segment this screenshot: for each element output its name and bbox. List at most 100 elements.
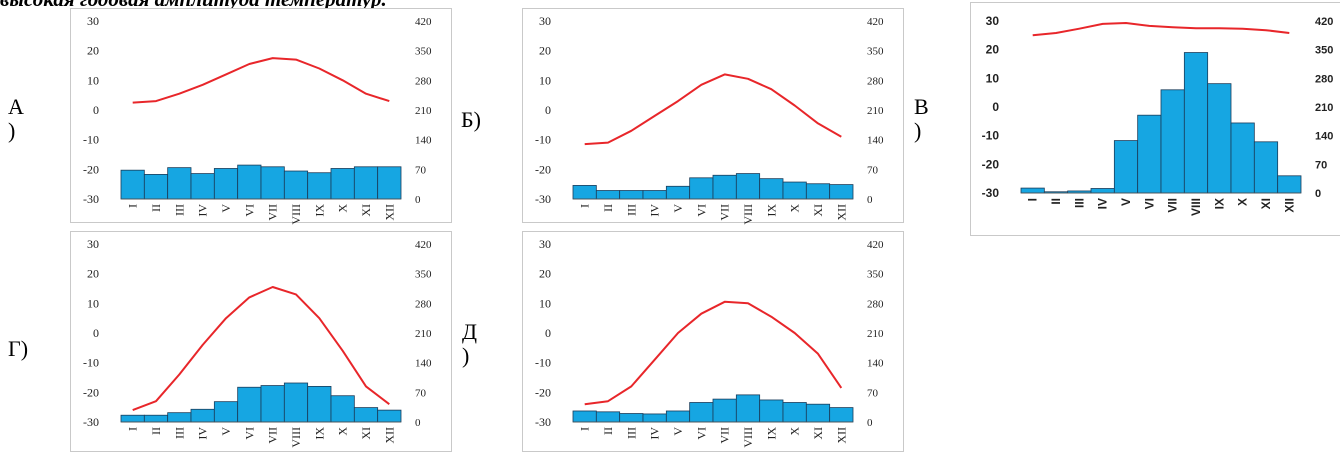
month-label: II bbox=[149, 427, 163, 435]
right-tick-label: 70 bbox=[415, 164, 427, 176]
left-tick-label: 30 bbox=[539, 237, 551, 251]
left-tick-label: 30 bbox=[539, 14, 551, 28]
precip-bar bbox=[167, 412, 192, 423]
left-tick-label: -10 bbox=[83, 356, 99, 370]
right-tick-label: 350 bbox=[1315, 45, 1333, 57]
month-label: I bbox=[1026, 198, 1040, 201]
month-label: VI bbox=[694, 204, 708, 217]
left-tick-label: -10 bbox=[535, 133, 551, 147]
left-tick-label: 10 bbox=[539, 73, 551, 87]
left-tick-label: 0 bbox=[93, 103, 99, 117]
right-tick-label: 420 bbox=[867, 16, 884, 28]
precip-bar bbox=[353, 407, 379, 423]
panel-letter-g: Г) bbox=[8, 336, 29, 361]
precip-bar bbox=[829, 407, 854, 423]
precip-bar bbox=[213, 168, 239, 200]
precip-bar bbox=[143, 414, 169, 423]
right-tick-label: 420 bbox=[415, 16, 432, 28]
month-label: II bbox=[149, 204, 163, 212]
right-tick-label: 0 bbox=[867, 194, 873, 206]
left-tick-label: -30 bbox=[535, 415, 551, 429]
month-label: I bbox=[126, 427, 140, 431]
precip-bar bbox=[1230, 122, 1255, 194]
month-label: X bbox=[336, 204, 350, 213]
month-label: XI bbox=[359, 204, 373, 217]
right-tick-label: 350 bbox=[867, 269, 884, 281]
chart-panel-d: 30 20 10 0 -10 -20 -30 420 350 280 210 140 70 0 I II III… bbox=[522, 231, 904, 452]
right-tick-label: 280 bbox=[415, 298, 432, 310]
precip-bar bbox=[759, 399, 784, 423]
month-label: VI bbox=[1142, 198, 1156, 209]
panel-letter-b: Б) bbox=[461, 107, 481, 132]
precip-bar bbox=[120, 169, 145, 200]
right-tick-label: 210 bbox=[415, 328, 432, 340]
precip-bar bbox=[353, 166, 379, 200]
precip-bar bbox=[1137, 114, 1162, 194]
temperature-line bbox=[132, 57, 390, 104]
right-tick-label: 420 bbox=[415, 239, 432, 251]
right-tick-label: 140 bbox=[415, 135, 432, 147]
left-tick-label: 10 bbox=[539, 296, 551, 310]
precip-bar bbox=[595, 411, 621, 423]
month-label: XII bbox=[382, 427, 396, 444]
temperature-line bbox=[584, 73, 842, 146]
precip-bar bbox=[213, 401, 239, 423]
right-tick-label: 350 bbox=[867, 46, 884, 58]
month-label: VII bbox=[718, 427, 732, 444]
month-label: XII bbox=[834, 427, 848, 444]
precip-bar bbox=[782, 181, 807, 200]
temperature-line bbox=[1032, 22, 1290, 37]
month-label: II bbox=[601, 427, 615, 435]
right-tick-label: 140 bbox=[1315, 131, 1333, 143]
precip-bar bbox=[759, 178, 784, 200]
precip-bar bbox=[642, 413, 667, 423]
precip-bar bbox=[283, 382, 309, 423]
month-label: III bbox=[172, 427, 186, 439]
left-tick-label: -20 bbox=[83, 385, 99, 399]
left-tick-label: -20 bbox=[535, 385, 551, 399]
right-tick-label: 420 bbox=[867, 239, 884, 251]
month-label: VIII bbox=[289, 204, 303, 225]
precip-bar bbox=[1207, 83, 1232, 194]
left-tick-label: -30 bbox=[83, 415, 99, 429]
right-tick-label: 280 bbox=[867, 298, 884, 310]
left-tick-label: 20 bbox=[87, 44, 99, 58]
precip-bar bbox=[307, 385, 332, 423]
precip-bar bbox=[1253, 141, 1279, 194]
precip-bar bbox=[689, 177, 714, 200]
chart-panel-v: 30 20 10 0 -10 -20 -30 420 350 280 210 140 70 0 I II III… bbox=[970, 2, 1340, 236]
month-label: IV bbox=[648, 204, 662, 217]
right-tick-label: 70 bbox=[867, 164, 879, 176]
month-label: IX bbox=[312, 204, 326, 217]
precip-bar bbox=[805, 403, 831, 423]
precip-bar bbox=[307, 172, 332, 200]
month-label: VII bbox=[718, 204, 732, 221]
precip-bar bbox=[1160, 89, 1185, 194]
right-tick-label: 140 bbox=[415, 358, 432, 370]
panel-letter-d: Д ) bbox=[462, 319, 478, 368]
left-tick-label: 10 bbox=[87, 296, 99, 310]
precip-bar bbox=[1277, 175, 1302, 194]
month-label: XI bbox=[359, 427, 373, 440]
right-tick-label: 70 bbox=[867, 387, 879, 399]
month-label: X bbox=[788, 427, 802, 436]
left-tick-label: -20 bbox=[982, 157, 1000, 171]
month-label: III bbox=[624, 204, 638, 216]
left-tick-label: 30 bbox=[986, 14, 1000, 28]
right-tick-label: 70 bbox=[1315, 159, 1327, 171]
precip-bar bbox=[377, 166, 402, 200]
precip-bar bbox=[689, 402, 714, 423]
month-label: III bbox=[624, 427, 638, 439]
right-tick-label: 0 bbox=[415, 417, 421, 429]
precip-bar bbox=[237, 164, 262, 200]
month-label: VII bbox=[266, 204, 280, 221]
precip-bar bbox=[665, 410, 691, 423]
precip-bar bbox=[330, 168, 355, 200]
month-label: VI bbox=[242, 427, 256, 440]
left-tick-label: -30 bbox=[535, 192, 551, 206]
precip-bar bbox=[283, 170, 309, 200]
month-label: V bbox=[219, 427, 233, 436]
